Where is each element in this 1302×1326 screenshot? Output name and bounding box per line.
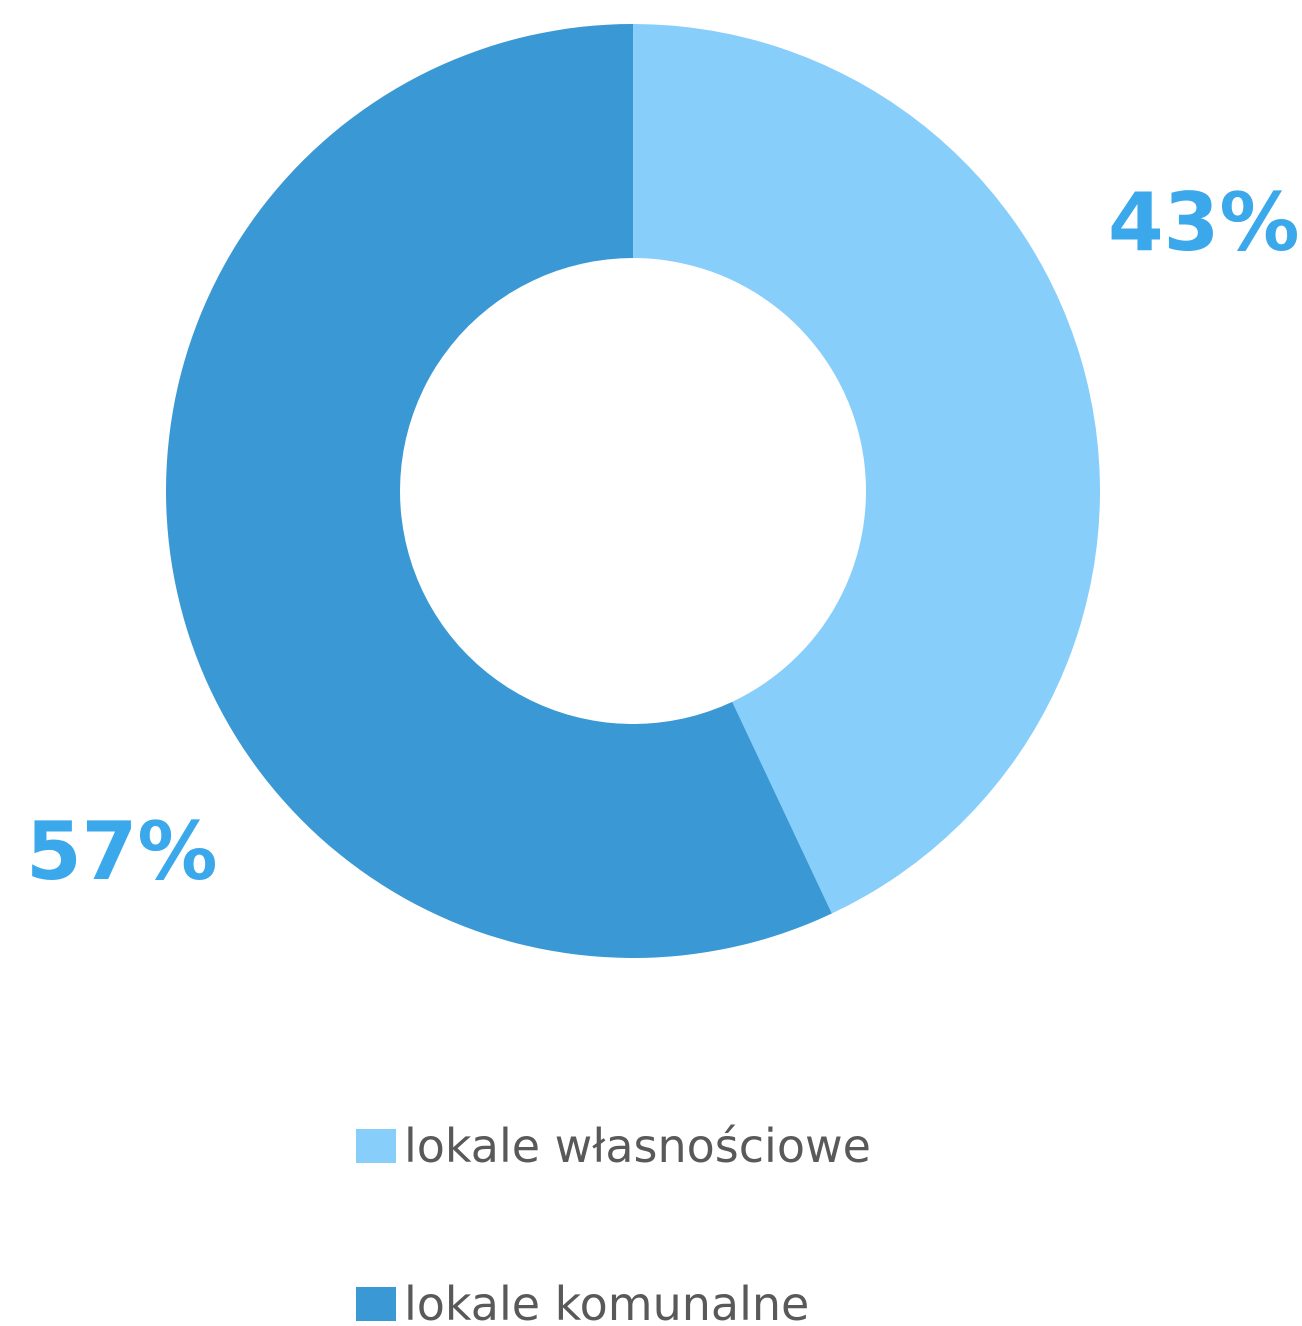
legend-label-lokale-wlasnosciowe: lokale własnościowe: [404, 1119, 871, 1173]
legend-item-lokale-wlasnosciowe: lokale własnościowe: [356, 1119, 871, 1173]
slice-lokale-komunalne: [165, 24, 832, 958]
slice-label-lokale-komunalne: 57%: [26, 805, 217, 898]
legend-swatch-lokale-komunalne: [356, 1287, 396, 1321]
slice-lokale-wlasnosciowe: [633, 24, 1100, 914]
legend-label-lokale-komunalne: lokale komunalne: [404, 1277, 809, 1326]
slice-label-lokale-wlasnosciowe: 43%: [1108, 176, 1299, 269]
legend-swatch-lokale-wlasnosciowe: [356, 1129, 396, 1163]
legend: lokale własnościowe lokale komunalne: [356, 1119, 871, 1326]
slices-layer: [165, 24, 1100, 958]
legend-item-lokale-komunalne: lokale komunalne: [356, 1277, 809, 1326]
